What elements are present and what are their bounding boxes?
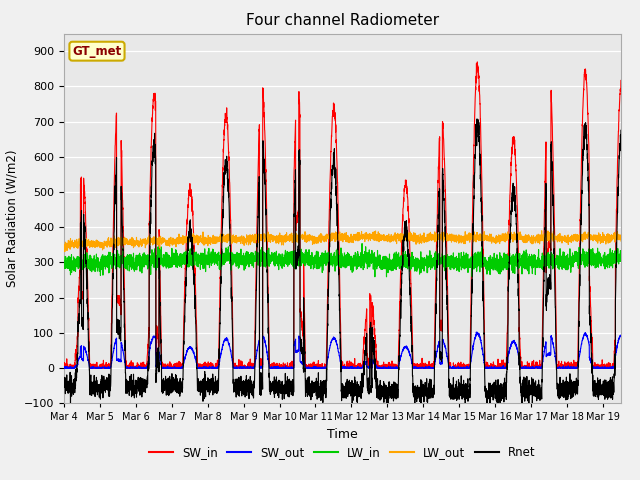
SW_in xyxy=(179,346,187,352)
LW_in xyxy=(538,257,545,263)
LW_in xyxy=(358,240,366,246)
LW_out xyxy=(404,235,412,241)
Rnet xyxy=(373,395,381,400)
LW_in xyxy=(442,277,450,283)
Line: LW_out: LW_out xyxy=(64,231,639,252)
SW_out xyxy=(635,365,640,371)
SW_out xyxy=(472,329,480,335)
SW_out xyxy=(373,363,381,369)
SW_out xyxy=(552,361,560,367)
SW_out xyxy=(60,365,68,371)
Rnet xyxy=(179,367,187,373)
LW_in xyxy=(552,257,560,263)
SW_in xyxy=(635,365,640,371)
Line: Rnet: Rnet xyxy=(64,119,639,405)
SW_in xyxy=(60,365,68,371)
X-axis label: Time: Time xyxy=(327,428,358,441)
Line: SW_out: SW_out xyxy=(64,332,639,368)
LW_out xyxy=(60,242,68,248)
Legend: SW_in, SW_out, LW_in, LW_out, Rnet: SW_in, SW_out, LW_in, LW_out, Rnet xyxy=(145,442,540,464)
Title: Four channel Radiometer: Four channel Radiometer xyxy=(246,13,439,28)
LW_out xyxy=(538,228,545,234)
Rnet xyxy=(635,389,640,395)
Line: LW_in: LW_in xyxy=(64,243,639,280)
Rnet xyxy=(383,402,390,408)
Rnet xyxy=(404,246,412,252)
Rnet xyxy=(509,190,517,196)
SW_in xyxy=(404,194,412,200)
SW_out xyxy=(179,363,187,369)
LW_out xyxy=(635,233,640,239)
LW_out xyxy=(61,249,68,254)
SW_in xyxy=(538,365,545,371)
LW_in xyxy=(373,256,381,262)
SW_in xyxy=(373,360,381,366)
Rnet xyxy=(538,391,545,397)
Rnet xyxy=(473,116,481,122)
LW_in xyxy=(635,257,640,263)
SW_out xyxy=(509,338,517,344)
SW_in xyxy=(552,335,560,340)
LW_in xyxy=(60,253,68,259)
LW_out xyxy=(373,236,381,241)
Text: GT_met: GT_met xyxy=(72,45,122,58)
Rnet xyxy=(552,367,560,372)
LW_in xyxy=(179,256,187,262)
SW_out xyxy=(538,364,545,370)
LW_out xyxy=(179,240,187,246)
LW_out xyxy=(509,232,517,238)
Line: SW_in: SW_in xyxy=(64,62,639,368)
Y-axis label: Solar Radiation (W/m2): Solar Radiation (W/m2) xyxy=(5,150,19,287)
LW_in xyxy=(404,266,412,272)
LW_out xyxy=(552,236,560,242)
LW_in xyxy=(509,262,517,268)
LW_out xyxy=(538,236,545,242)
Rnet xyxy=(60,376,68,382)
SW_out xyxy=(404,346,412,352)
SW_in xyxy=(509,141,517,146)
SW_in xyxy=(474,59,481,65)
